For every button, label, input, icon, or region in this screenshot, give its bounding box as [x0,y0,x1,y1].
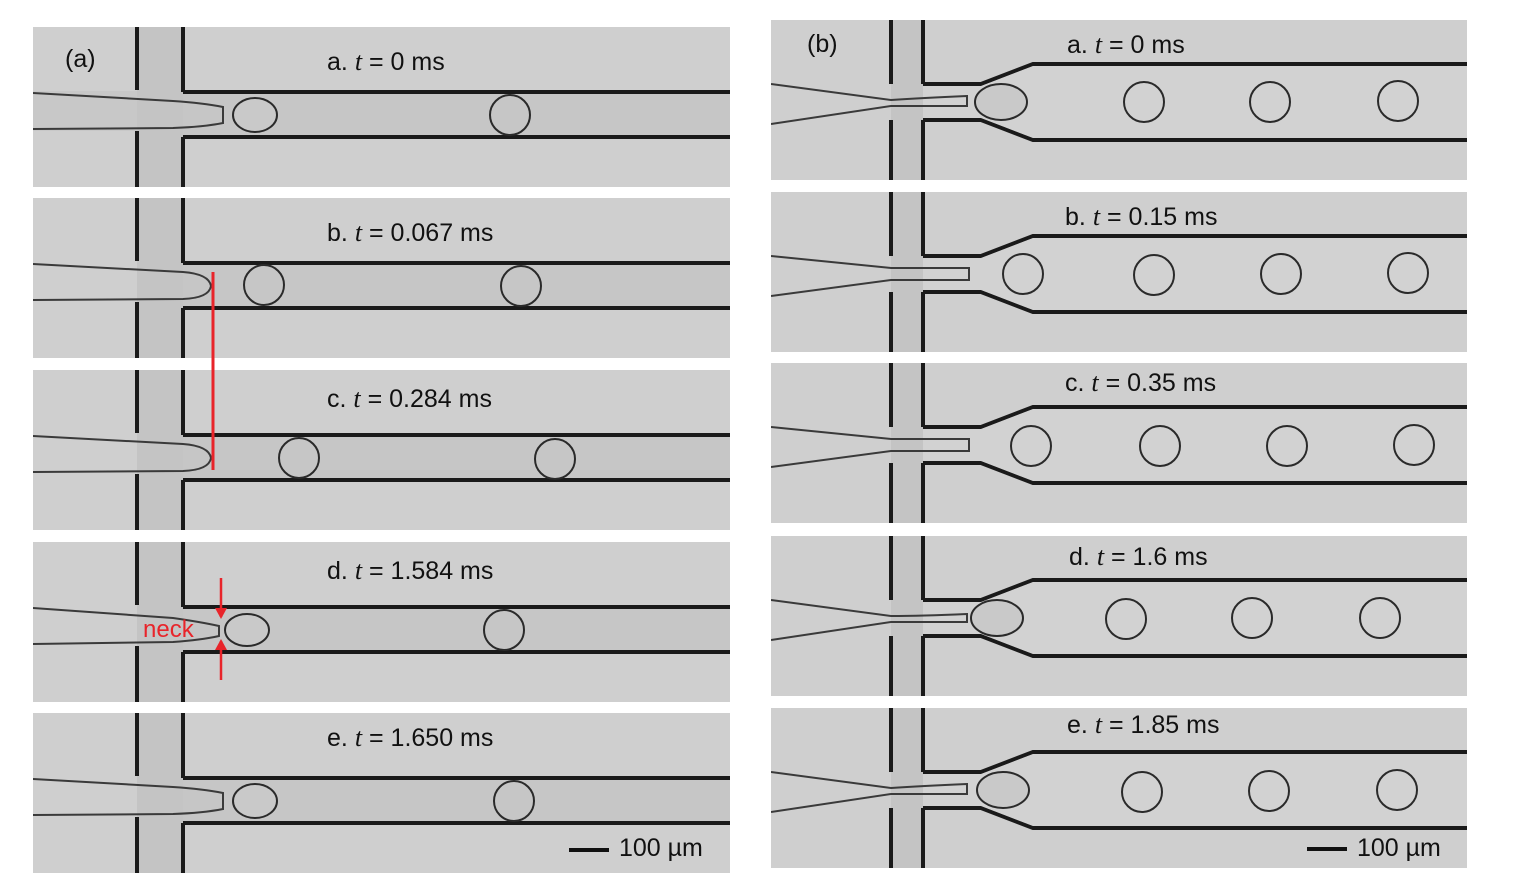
panel-b-frame-b: b. t = 0.15 ms [771,192,1467,352]
micrograph-b-e [771,708,1467,868]
panel-a-frame-b: b. t = 0.067 ms [33,198,730,358]
neck-annotation: neck [143,616,194,643]
panel-a-frame-d: d. t = 1.584 ms neck [33,542,730,702]
micrograph-b-a [771,20,1467,180]
frame-time-label: b. t = 0.067 ms [327,218,494,247]
micrograph-b-c [771,363,1467,523]
frame-time-label: d. t = 1.584 ms [327,556,494,585]
scale-bar [1307,847,1347,851]
panel-label: (a) [65,45,96,73]
frame-time-label: d. t = 1.6 ms [1069,542,1208,571]
scale-bar [569,848,609,852]
frame-time-label: c. t = 0.35 ms [1065,368,1217,397]
panel-b-frame-e: e. t = 1.85 ms 100 µm [771,708,1467,868]
scale-bar-label: 100 µm [619,834,703,862]
frame-time-label: b. t = 0.15 ms [1065,202,1218,231]
micrograph-a-c [33,370,730,530]
frame-time-label: a. t = 0 ms [1067,30,1185,59]
micrograph-a-e [33,713,730,873]
frame-time-label: a. t = 0 ms [327,47,445,76]
frame-time-label: e. t = 1.650 ms [327,723,494,752]
frame-time-label: e. t = 1.85 ms [1067,710,1220,739]
panel-b-frame-a: a. t = 0 ms (b) [771,20,1467,180]
panel-a-frame-e: e. t = 1.650 ms 100 µm [33,713,730,873]
micrograph-b-d [771,536,1467,696]
micrograph-a-d [33,542,730,702]
scale-bar-label: 100 µm [1357,834,1441,862]
panel-b-frame-d: d. t = 1.6 ms [771,536,1467,696]
panel-b-frame-c: c. t = 0.35 ms [771,363,1467,523]
micrograph-a-b [33,198,730,358]
panel-label: (b) [807,30,838,58]
panel-a-frame-c: c. t = 0.284 ms [33,370,730,530]
panel-a-frame-a: a. t = 0 ms (a) [33,27,730,187]
micrograph-b-b [771,192,1467,352]
frame-time-label: c. t = 0.284 ms [327,384,492,413]
micrograph-a-a [33,27,730,187]
